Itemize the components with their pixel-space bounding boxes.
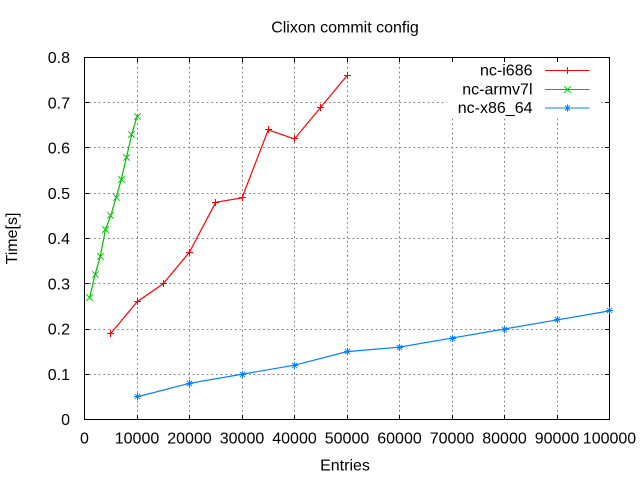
svg-text:70000: 70000 (430, 431, 475, 448)
svg-text:30000: 30000 (220, 431, 265, 448)
svg-text:0.6: 0.6 (48, 141, 70, 158)
svg-text:nc-x86_64: nc-x86_64 (458, 100, 533, 117)
svg-text:80000: 80000 (482, 431, 527, 448)
svg-text:0.4: 0.4 (48, 231, 70, 248)
svg-text:nc-armv7l: nc-armv7l (462, 81, 532, 98)
svg-text:10000: 10000 (115, 431, 160, 448)
svg-text:0.8: 0.8 (48, 50, 70, 67)
svg-text:Entries: Entries (320, 458, 370, 475)
svg-text:0: 0 (80, 431, 89, 448)
svg-text:0.5: 0.5 (48, 186, 70, 203)
svg-text:100000: 100000 (583, 431, 636, 448)
svg-text:0.7: 0.7 (48, 95, 70, 112)
svg-text:Clixon commit config: Clixon commit config (271, 20, 419, 37)
svg-text:20000: 20000 (167, 431, 212, 448)
svg-text:0.2: 0.2 (48, 322, 70, 339)
svg-text:90000: 90000 (535, 431, 580, 448)
svg-text:0.1: 0.1 (48, 367, 70, 384)
svg-text:0: 0 (61, 412, 70, 429)
svg-text:50000: 50000 (325, 431, 370, 448)
svg-text:40000: 40000 (272, 431, 317, 448)
svg-text:nc-i686: nc-i686 (480, 62, 533, 79)
svg-text:Time[s]: Time[s] (4, 213, 21, 265)
svg-text:0.3: 0.3 (48, 276, 70, 293)
svg-text:60000: 60000 (377, 431, 422, 448)
